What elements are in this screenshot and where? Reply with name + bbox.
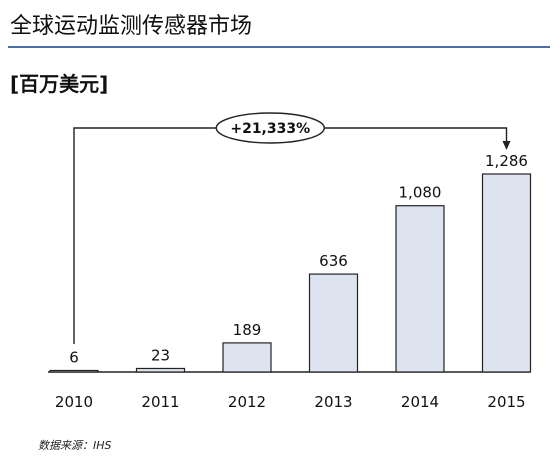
growth-callout-oval (215, 112, 325, 144)
bar (49, 369, 99, 373)
source-note: 数据来源：IHS (38, 439, 112, 452)
bar-value-label: 189 (233, 321, 262, 339)
bar (395, 205, 445, 373)
x-tick-label: 2011 (141, 393, 179, 411)
bar (308, 273, 359, 373)
growth-arrowhead (502, 141, 511, 150)
x-tick-label: 2013 (314, 393, 352, 411)
bar-value-label: 1,080 (399, 184, 442, 202)
bar (481, 173, 532, 373)
bar-value-label: 636 (319, 252, 348, 270)
bar-value-label: 1,286 (485, 152, 528, 170)
x-tick-label: 2015 (487, 393, 525, 411)
bar (222, 342, 272, 373)
x-tick-label: 2010 (55, 393, 93, 411)
x-tick-label: 2014 (401, 393, 439, 411)
x-tick-label: 2012 (228, 393, 266, 411)
bar-value-label: 23 (151, 346, 170, 364)
unit-label: [百万美元] (10, 72, 109, 96)
bar-value-label: 6 (69, 349, 79, 367)
page-title: 全球运动监测传感器市场 (10, 14, 253, 39)
bar (135, 367, 186, 373)
title-divider (8, 46, 550, 48)
growth-callout-label: +21,333% (230, 121, 310, 137)
